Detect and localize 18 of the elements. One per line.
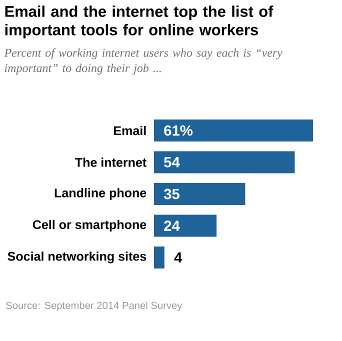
y-tick-label: Email <box>114 126 146 136</box>
y-tick-label: The internet <box>75 158 146 167</box>
data-label: 61% <box>164 125 193 136</box>
data-label: 54 <box>164 157 180 168</box>
chart-subtitle: Percent of working internet users who say each is “very important” to doing their job ... <box>4 48 282 75</box>
bar <box>154 120 313 142</box>
bar <box>154 246 164 268</box>
bar <box>154 182 246 205</box>
bar <box>154 151 295 174</box>
y-tick-label: Social networking sites <box>8 252 146 264</box>
chart-title: Email and the internet top the list of important tools for online workers <box>5 6 274 38</box>
y-tick-label: Landline phone <box>54 188 146 200</box>
data-label: 24 <box>164 220 180 231</box>
source-note: Source: September 2014 Panel Survey <box>6 302 182 312</box>
data-label: 4 <box>174 252 182 262</box>
bar <box>154 214 217 237</box>
y-tick-label: Cell or smartphone <box>32 220 146 232</box>
data-label: 35 <box>164 188 180 200</box>
